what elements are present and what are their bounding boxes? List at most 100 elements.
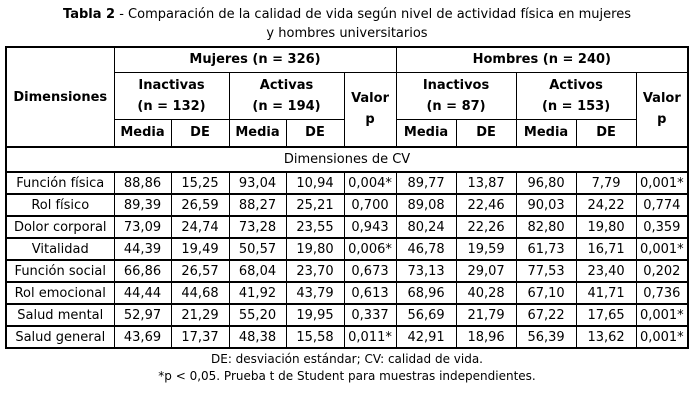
header-row-stats: Media DE Media DE Media DE Media DE [6,118,688,148]
quality-of-life-table: Dimensiones Mujeres (n = 326) Hombres (n… [5,46,690,349]
header-row-groups: Dimensiones Mujeres (n = 326) Hombres (n… [5,46,689,148]
table-footnotes: DE: desviación estándar; CV: calidad de … [0,351,694,385]
header-valor-p-hombres: Valor p [635,71,689,148]
table-title: Tabla 2 - Comparación de la calidad de v… [0,0,694,43]
header-activos: Activos (n = 153) [515,71,637,120]
value-cell: 56,39 [515,325,577,349]
value-cell: 25,21 [285,193,345,217]
header-group-hombres: Hombres (n = 240) [395,46,689,73]
value-cell: 61,73 [515,237,577,261]
value-cell: 19,49 [170,237,230,261]
value-cell: 88,86 [113,171,172,195]
header-group-mujeres: Mujeres (n = 326) [113,46,397,73]
value-cell: 93,04 [228,171,287,195]
value-cell: 89,39 [113,193,172,217]
header-inactivos: Inactivos (n = 87) [395,71,517,120]
value-cell: 24,22 [575,193,637,217]
value-cell: 40,28 [455,281,517,305]
value-cell: 22,26 [455,215,517,239]
value-cell: 17,37 [170,325,230,349]
p-value-cell: 0,001* [635,325,689,349]
value-cell: 82,80 [515,215,577,239]
p-value-cell: 0,700 [343,193,397,217]
dimension-label: Salud mental [5,303,115,327]
p-value-cell: 0,004* [343,171,397,195]
value-cell: 10,94 [285,171,345,195]
value-cell: 42,91 [395,325,457,349]
value-cell: 15,58 [285,325,345,349]
p-value-cell: 0,006* [343,237,397,261]
table-title-line2: y hombres universitarios [266,26,428,41]
value-cell: 13,87 [455,171,517,195]
value-cell: 44,44 [113,281,172,305]
value-cell: 19,59 [455,237,517,261]
value-cell: 68,04 [228,259,287,283]
value-cell: 19,95 [285,303,345,327]
value-cell: 52,97 [113,303,172,327]
value-cell: 23,55 [285,215,345,239]
value-cell: 73,13 [395,259,457,283]
header-valor-p-mujeres: Valor p [343,71,397,148]
table-row-vitalidad: Vitalidad 44,39 19,49 50,57 19,80 0,006*… [5,237,689,261]
p-value-cell: 0,337 [343,303,397,327]
value-cell: 16,71 [575,237,637,261]
header-de: DE [285,118,345,148]
value-cell: 67,22 [515,303,577,327]
value-cell: 13,62 [575,325,637,349]
value-cell: 7,79 [575,171,637,195]
p-value-cell: 0,001* [635,303,689,327]
value-cell: 55,20 [228,303,287,327]
value-cell: 19,80 [285,237,345,261]
p-value-cell: 0,673 [343,259,397,283]
header-row-subgroups: Inactivas (n = 132) Activas (n = 194) Va… [6,71,689,148]
value-cell: 96,80 [515,171,577,195]
dimension-label: Función física [5,171,115,195]
value-cell: 77,53 [515,259,577,283]
value-cell: 24,74 [170,215,230,239]
header-media: Media [515,118,577,148]
p-value-cell: 0,613 [343,281,397,305]
value-cell: 41,92 [228,281,287,305]
footnote-significance: *p < 0,05. Prueba t de Student para mues… [158,369,536,383]
value-cell: 46,78 [395,237,457,261]
header-media: Media [113,118,172,148]
value-cell: 18,96 [455,325,517,349]
p-value-cell: 0,359 [635,215,689,239]
table-row-salud-general: Salud general 43,69 17,37 48,38 15,58 0,… [5,325,689,349]
value-cell: 89,77 [395,171,457,195]
header-media: Media [228,118,287,148]
p-value-cell: 0,774 [635,193,689,217]
value-cell: 67,10 [515,281,577,305]
dimension-label: Vitalidad [5,237,115,261]
value-cell: 89,08 [395,193,457,217]
value-cell: 21,29 [170,303,230,327]
value-cell: 23,70 [285,259,345,283]
value-cell: 66,86 [113,259,172,283]
table-title-text: - Comparación de la calidad de vida segú… [115,7,631,22]
value-cell: 22,46 [455,193,517,217]
header-activas: Activas (n = 194) [228,71,345,120]
dimension-label: Función social [5,259,115,283]
dimension-label: Dolor corporal [5,215,115,239]
header-dimensions: Dimensiones [5,46,115,148]
p-value-cell: 0,943 [343,215,397,239]
value-cell: 26,59 [170,193,230,217]
value-cell: 19,80 [575,215,637,239]
table-row-dolor-corporal: Dolor corporal 73,09 24,74 73,28 23,55 0… [5,215,689,239]
value-cell: 73,28 [228,215,287,239]
value-cell: 73,09 [113,215,172,239]
value-cell: 88,27 [228,193,287,217]
p-value-cell: 0,736 [635,281,689,305]
value-cell: 21,79 [455,303,517,327]
value-cell: 41,71 [575,281,637,305]
header-inactivas: Inactivas (n = 132) [113,71,230,120]
table-title-line1: Tabla 2 - Comparación de la calidad de v… [0,5,694,24]
table-row-rol-emocional: Rol emocional 44,44 44,68 41,92 43,79 0,… [5,281,689,305]
value-cell: 44,68 [170,281,230,305]
table-row-funcion-social: Función social 66,86 26,57 68,04 23,70 0… [5,259,689,283]
p-value-cell: 0,001* [635,237,689,261]
value-cell: 90,03 [515,193,577,217]
value-cell: 48,38 [228,325,287,349]
dimension-label: Salud general [5,325,115,349]
